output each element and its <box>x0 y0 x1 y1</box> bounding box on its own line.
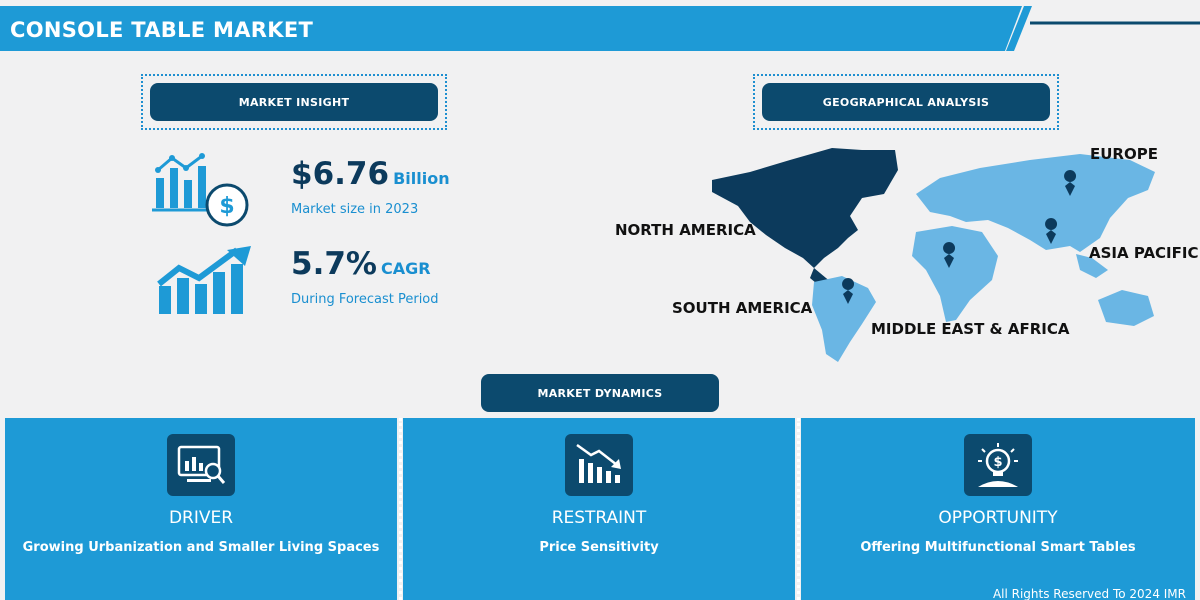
opportunity-panel: $ OPPORTUNITY Offering Multifunctional S… <box>801 418 1195 600</box>
map-pins <box>773 170 1077 304</box>
market-insight-pill: MARKET INSIGHT <box>150 83 438 121</box>
opportunity-icon-box: $ <box>964 434 1032 496</box>
restraint-panel: RESTRAINT Price Sensitivity <box>403 418 795 600</box>
panel-divider <box>797 418 800 600</box>
analytics-monitor-icon <box>177 445 226 484</box>
driver-text: Growing Urbanization and Smaller Living … <box>22 540 380 555</box>
cagr-value: 5.7% CAGR <box>291 246 431 282</box>
region-europe: EUROPE <box>1090 145 1158 163</box>
page-title: CONSOLE TABLE MARKET <box>10 18 314 42</box>
header-banner: CONSOLE TABLE MARKET <box>0 6 1200 54</box>
map-pin-icon <box>1064 170 1077 196</box>
world-map-icon <box>712 148 1155 362</box>
geo-pill: GEOGRAPHICAL ANALYSIS <box>762 83 1050 121</box>
region-asia-pacific: ASIA PACIFIC <box>1089 244 1199 262</box>
eurasia-shape <box>916 154 1155 252</box>
cagr-caption: During Forecast Period <box>291 292 439 307</box>
map-pin-icon <box>1045 218 1058 244</box>
region-north-america: NORTH AMERICA <box>615 221 756 239</box>
driver-heading: DRIVER <box>168 508 234 528</box>
market-size-caption: Market size in 2023 <box>291 202 419 217</box>
australia-shape <box>1098 290 1154 326</box>
bar-chart-dollar-icon: $ <box>152 153 249 227</box>
panel-divider <box>399 418 402 600</box>
driver-icon-box <box>167 434 235 496</box>
region-mea: MIDDLE EAST & AFRICA <box>871 320 1070 338</box>
south-america-shape <box>812 276 876 362</box>
idea-bulb-dollar-icon: $ <box>978 443 1018 487</box>
geo-frame <box>753 74 1059 130</box>
svg-text:$: $ <box>219 194 234 219</box>
restraint-icon-box <box>565 434 633 496</box>
map-pin-icon <box>773 184 786 210</box>
market-size-number: $6.76 <box>291 156 390 192</box>
southeast-asia-shape <box>1076 254 1108 278</box>
cagr-number: 5.7% <box>291 246 377 282</box>
map-pin-icon <box>943 242 956 268</box>
africa-shape <box>912 226 998 322</box>
svg-text:$: $ <box>993 455 1002 470</box>
driver-panel: DRIVER Growing Urbanization and Smaller … <box>5 418 397 600</box>
banner-shape <box>0 6 1200 51</box>
restraint-text: Price Sensitivity <box>539 540 659 555</box>
market-size-unit: Billion <box>393 169 450 188</box>
copyright-note: All Rights Reserved To 2024 IMR <box>992 587 1186 600</box>
north-america-shape <box>712 148 898 268</box>
market-insight-frame <box>141 74 447 130</box>
map-pin-icon <box>842 278 855 304</box>
declining-chart-icon <box>576 443 621 483</box>
opportunity-heading: OPPORTUNITY <box>938 508 1058 528</box>
region-south-america: SOUTH AMERICA <box>672 299 813 317</box>
cagr-unit: CAGR <box>380 259 431 278</box>
market-size-value: $6.76 Billion <box>291 156 450 192</box>
growth-arrow-icon <box>157 246 251 314</box>
market-dynamics-pill: MARKET DYNAMICS <box>481 374 719 412</box>
restraint-heading: RESTRAINT <box>551 508 647 528</box>
opportunity-text: Offering Multifunctional Smart Tables <box>860 540 1136 555</box>
